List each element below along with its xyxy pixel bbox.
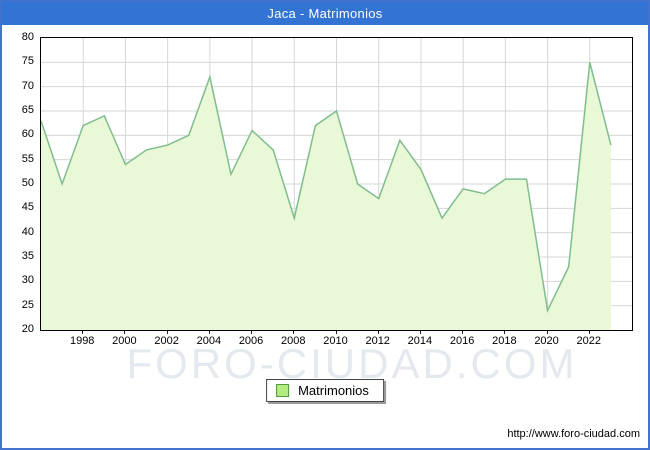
x-axis-tick — [546, 331, 548, 334]
x-tick-label: 2010 — [323, 335, 348, 347]
x-tick-label: 2022 — [576, 335, 602, 347]
chart-title: Jaca - Matrimonios — [267, 6, 383, 21]
footer-url: http://www.foro-ciudad.com — [507, 428, 640, 440]
legend-label: Matrimonios — [298, 383, 369, 398]
y-tick-label: 20 — [21, 323, 34, 335]
x-tick-label: 2002 — [154, 335, 179, 347]
series-area-fill — [41, 62, 611, 330]
x-tick-label: 2006 — [238, 335, 264, 347]
x-tick-label: 2004 — [196, 335, 222, 347]
legend-swatch-icon — [276, 384, 290, 397]
y-tick-label: 65 — [21, 104, 34, 116]
y-tick-label: 45 — [21, 201, 34, 214]
y-tick-label: 40 — [21, 225, 34, 238]
y-tick-label: 25 — [21, 298, 34, 311]
x-tick-label: 2014 — [407, 335, 433, 347]
x-tick-label: 2018 — [492, 335, 517, 347]
chart-title-bar: Jaca - Matrimonios — [2, 2, 648, 25]
x-axis-tick — [335, 331, 337, 334]
x-axis-tick — [504, 331, 506, 334]
plot-area — [40, 37, 633, 331]
x-tick-label: 2012 — [365, 335, 390, 347]
area-chart — [41, 38, 632, 330]
y-tick-label: 30 — [21, 274, 34, 287]
x-axis-tick — [166, 331, 168, 334]
x-axis-tick — [462, 331, 464, 334]
y-tick-label: 80 — [21, 31, 34, 43]
y-tick-label: 60 — [21, 128, 34, 141]
x-tick-label: 1998 — [69, 335, 95, 347]
legend: Matrimonios — [266, 379, 384, 402]
x-axis-tick — [419, 331, 421, 334]
x-axis-tick — [251, 331, 253, 334]
x-axis-tick — [82, 331, 84, 334]
x-axis-tick — [588, 331, 590, 334]
y-tick-label: 50 — [21, 177, 34, 189]
series-line — [41, 62, 612, 314]
y-tick-label: 35 — [21, 250, 34, 262]
x-axis-tick — [208, 331, 210, 334]
y-tick-label: 55 — [21, 152, 34, 165]
x-tick-label: 2016 — [449, 335, 475, 347]
x-axis-tick — [377, 331, 379, 334]
x-axis-tick — [124, 331, 126, 334]
x-tick-label: 2000 — [112, 335, 137, 347]
x-tick-label: 2020 — [534, 335, 559, 347]
x-tick-label: 2008 — [281, 335, 306, 347]
x-axis-tick — [293, 331, 295, 334]
y-tick-label: 75 — [21, 55, 34, 68]
y-tick-label: 70 — [21, 79, 34, 92]
